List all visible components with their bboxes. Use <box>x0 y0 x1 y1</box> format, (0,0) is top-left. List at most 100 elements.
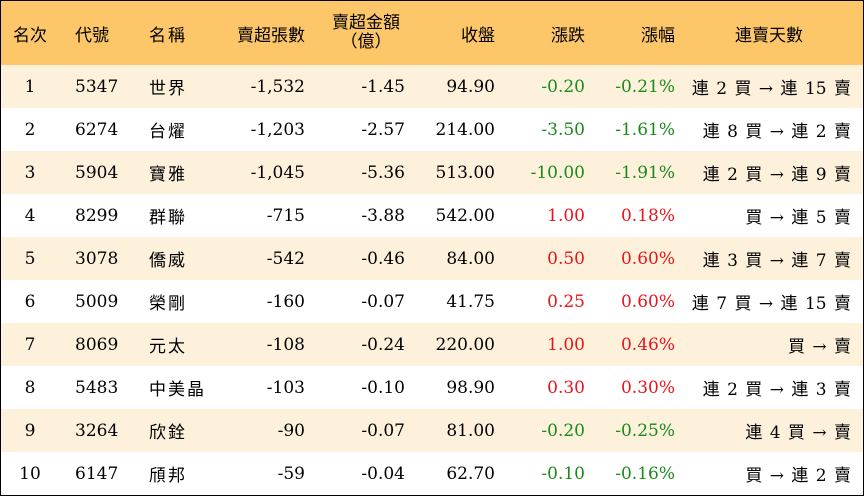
cell-close: 94.90 <box>446 76 495 97</box>
cell-rank: 4 <box>24 205 36 226</box>
cell-net-shares: -103 <box>266 377 305 398</box>
cell-rank: 6 <box>24 291 36 312</box>
header-change: 漲跌 <box>551 25 585 46</box>
cell-net-shares: -90 <box>277 420 305 441</box>
cell-streak: 連 8 買 → 連 2 賣 <box>702 122 851 142</box>
cell-change-pct: -1.91% <box>615 162 675 183</box>
cell-code: 3264 <box>75 420 119 441</box>
cell-net-amount: -2.57 <box>361 119 405 140</box>
header-net-amount: 賣超金額 （億） <box>311 1 411 65</box>
cell-net-shares: -1,203 <box>250 119 305 140</box>
cell-name: 元太 <box>149 337 187 357</box>
cell-name: 世界 <box>149 79 187 99</box>
cell-close: 220.00 <box>435 334 495 355</box>
table-row[interactable]: 7 8069 元太 -108 -0.24 220.00 1.00 0.46% 買… <box>1 323 863 366</box>
cell-change: 0.50 <box>547 248 585 269</box>
header-close: 收盤 <box>461 25 495 46</box>
cell-streak: 連 2 買 → 連 3 賣 <box>702 380 851 400</box>
cell-change-pct: 0.30% <box>620 377 675 398</box>
cell-change: -0.20 <box>541 420 585 441</box>
cell-net-amount: -0.07 <box>361 420 405 441</box>
cell-change-pct: 0.60% <box>620 248 675 269</box>
table-header-row: 名次 代號 名稱 賣超張數 賣超金額 （億） 收盤 漲跌 漲幅 連賣天數 <box>1 1 863 65</box>
cell-streak: 連 3 買 → 連 7 賣 <box>702 251 851 271</box>
table-row[interactable]: 4 8299 群聯 -715 -3.88 542.00 1.00 0.18% 買… <box>1 194 863 237</box>
cell-change-pct: -0.21% <box>615 76 675 97</box>
cell-code: 5009 <box>75 291 119 312</box>
cell-net-amount: -0.04 <box>361 463 405 484</box>
table-row[interactable]: 5 3078 僑威 -542 -0.46 84.00 0.50 0.60% 連 … <box>1 237 863 280</box>
cell-change: 1.00 <box>547 205 585 226</box>
cell-streak: 買 → 連 2 賣 <box>745 466 851 486</box>
cell-name: 寶雅 <box>149 165 187 185</box>
cell-close: 84.00 <box>446 248 495 269</box>
cell-close: 98.90 <box>446 377 495 398</box>
cell-net-amount: -0.24 <box>361 334 405 355</box>
cell-code: 6274 <box>75 119 119 140</box>
cell-code: 5347 <box>75 76 119 97</box>
header-streak: 連賣天數 <box>735 25 803 46</box>
table-row[interactable]: 10 6147 頎邦 -59 -0.04 62.70 -0.10 -0.16% … <box>1 452 863 495</box>
cell-close: 41.75 <box>446 291 495 312</box>
cell-code: 8069 <box>75 334 119 355</box>
cell-code: 8299 <box>75 205 119 226</box>
cell-net-shares: -108 <box>266 334 305 355</box>
header-net-amount-line2: （億） <box>340 32 392 52</box>
cell-net-shares: -715 <box>266 205 305 226</box>
table-row[interactable]: 2 6274 台燿 -1,203 -2.57 214.00 -3.50 -1.6… <box>1 108 863 151</box>
cell-rank: 1 <box>24 76 36 97</box>
table-row[interactable]: 6 5009 榮剛 -160 -0.07 41.75 0.25 0.60% 連 … <box>1 280 863 323</box>
cell-net-amount: -0.10 <box>361 377 405 398</box>
cell-name: 中美晶 <box>149 380 206 400</box>
table-row[interactable]: 1 5347 世界 -1,532 -1.45 94.90 -0.20 -0.21… <box>1 65 863 108</box>
cell-name: 榮剛 <box>149 294 187 314</box>
cell-close: 81.00 <box>446 420 495 441</box>
header-code: 代號 <box>75 25 109 46</box>
cell-net-amount: -3.88 <box>361 205 405 226</box>
cell-streak: 買 → 賣 <box>787 337 851 357</box>
cell-rank: 2 <box>24 119 36 140</box>
cell-streak: 連 4 買 → 賣 <box>745 423 851 443</box>
cell-change-pct: -0.25% <box>615 420 675 441</box>
cell-code: 6147 <box>75 463 119 484</box>
cell-name: 頎邦 <box>149 466 187 486</box>
cell-streak: 連 7 買 → 連 15 賣 <box>691 294 851 314</box>
cell-net-shares: -59 <box>277 463 305 484</box>
cell-change-pct: -0.16% <box>615 463 675 484</box>
cell-rank: 8 <box>24 377 36 398</box>
cell-code: 5904 <box>75 162 119 183</box>
cell-net-shares: -160 <box>266 291 305 312</box>
header-net-amount-line1: 賣超金額 <box>332 13 400 33</box>
cell-change-pct: 0.46% <box>620 334 675 355</box>
table-row[interactable]: 9 3264 欣銓 -90 -0.07 81.00 -0.20 -0.25% 連… <box>1 409 863 452</box>
cell-net-shares: -1,045 <box>250 162 305 183</box>
header-change-pct: 漲幅 <box>641 25 675 46</box>
cell-close: 62.70 <box>446 463 495 484</box>
cell-net-amount: -1.45 <box>361 76 405 97</box>
cell-close: 542.00 <box>435 205 495 226</box>
table-row[interactable]: 8 5483 中美晶 -103 -0.10 98.90 0.30 0.30% 連… <box>1 366 863 409</box>
cell-name: 台燿 <box>149 122 187 142</box>
cell-net-amount: -5.36 <box>361 162 405 183</box>
cell-change-pct: 0.60% <box>620 291 675 312</box>
header-rank: 名次 <box>13 25 47 46</box>
table-body: 1 5347 世界 -1,532 -1.45 94.90 -0.20 -0.21… <box>1 65 863 495</box>
cell-net-shares: -1,532 <box>250 76 305 97</box>
header-name: 名稱 <box>149 25 187 46</box>
cell-change: 1.00 <box>547 334 585 355</box>
cell-change-pct: -1.61% <box>615 119 675 140</box>
cell-change: 0.30 <box>547 377 585 398</box>
table-row[interactable]: 3 5904 寶雅 -1,045 -5.36 513.00 -10.00 -1.… <box>1 151 863 194</box>
cell-change-pct: 0.18% <box>620 205 675 226</box>
cell-rank: 7 <box>24 334 36 355</box>
cell-rank: 9 <box>24 420 36 441</box>
cell-rank: 10 <box>19 463 41 484</box>
cell-streak: 連 2 買 → 連 9 賣 <box>702 165 851 185</box>
cell-name: 欣銓 <box>149 423 187 443</box>
cell-rank: 3 <box>24 162 36 183</box>
cell-name: 群聯 <box>149 208 187 228</box>
cell-code: 5483 <box>75 377 119 398</box>
cell-name: 僑威 <box>149 251 187 271</box>
cell-change: -0.20 <box>541 76 585 97</box>
